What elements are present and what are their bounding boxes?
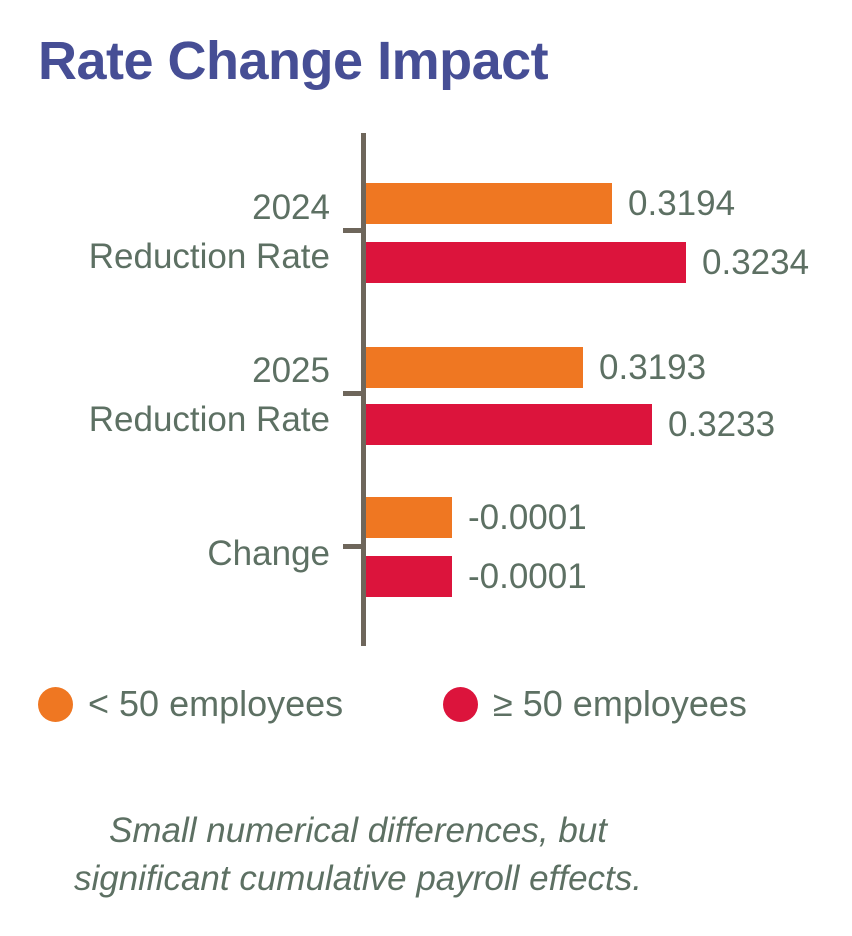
legend-swatch-orange-circle <box>38 686 73 722</box>
legend-label-under-50: < 50 employees <box>88 683 344 724</box>
bar-2025-reduction-rate-lt50 <box>366 347 583 388</box>
category-label-line: Reduction Rate <box>88 237 330 276</box>
bar-2025-reduction-rate-ge50 <box>366 404 652 445</box>
bar-value-label: -0.0001 <box>468 497 587 537</box>
chart-title: Rate Change Impact <box>38 31 549 91</box>
bar-2024-reduction-rate-lt50 <box>366 183 612 224</box>
bar-2024-reduction-rate-ge50 <box>366 242 686 283</box>
bar-change-ge50 <box>366 556 452 597</box>
axis-tick <box>343 544 361 549</box>
y-axis-line <box>361 133 366 646</box>
category-label-line: Reduction Rate <box>88 400 330 439</box>
bar-value-label: 0.3233 <box>668 404 776 444</box>
category-label-line: Change <box>207 534 330 573</box>
bar-chart: 0.3194 0.3234 0.3193 0.3233 -0.0001 -0.0001 20… <box>89 133 810 646</box>
category-label-2024-reduction-rate: 2024 Reduction Rate <box>89 183 330 281</box>
bar-value-label: -0.0001 <box>468 556 587 596</box>
legend-item-under-50: < 50 employees <box>38 686 343 722</box>
axis-tick <box>343 228 361 233</box>
legend: < 50 employees ≥ 50 employees <box>0 686 852 722</box>
legend-item-50-plus: ≥ 50 employees <box>443 686 747 722</box>
category-label-line: 2024 <box>252 188 330 227</box>
bar-value-label: 0.3193 <box>599 347 707 387</box>
category-label-change: Change <box>207 529 330 578</box>
axis-tick <box>343 391 361 396</box>
caption-line-2: significant cumulative payroll effects. <box>73 859 643 898</box>
legend-swatch-red-circle <box>443 686 478 722</box>
caption-line-1: Small numerical differences, but <box>109 811 607 850</box>
legend-label-50-plus: ≥ 50 employees <box>493 683 747 724</box>
bar-value-label: 0.3234 <box>702 242 810 282</box>
category-label-line: 2025 <box>252 351 330 390</box>
caption: Small numerical differences, but signifi… <box>0 807 716 903</box>
bar-value-label: 0.3194 <box>628 183 736 223</box>
category-label-2025-reduction-rate: 2025 Reduction Rate <box>89 346 330 444</box>
bar-change-lt50 <box>366 497 452 538</box>
